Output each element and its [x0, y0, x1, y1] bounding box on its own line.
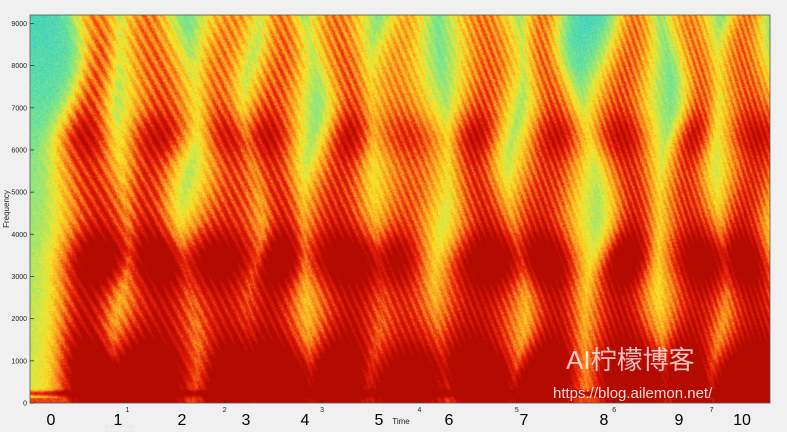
y-tick-label: 0	[23, 401, 27, 408]
spectrogram-raster	[30, 15, 770, 403]
x-tick-label: 2	[223, 407, 227, 414]
plot-frame	[29, 14, 771, 404]
digit-label: 3	[242, 412, 251, 429]
x-tick-label: 5	[515, 407, 519, 414]
y-tick-label: 6000	[11, 147, 27, 154]
x-tick-label: 3	[320, 407, 324, 414]
spectrogram-raster-container	[30, 15, 770, 403]
spectrogram-plot-area	[30, 15, 770, 403]
digit-label: 10	[733, 412, 751, 429]
y-tick-label: 5000	[11, 190, 27, 197]
watermark-title: AI柠檬博客	[566, 345, 695, 375]
y-axis-label: Frequency	[2, 190, 11, 228]
digit-label: 6	[445, 412, 454, 429]
y-axis-ticks: 0 1000 2000 3000 4000 5000 6000 7000 8000 9000	[11, 21, 34, 408]
x-tick-label: 4	[418, 407, 422, 414]
digit-label: 2	[178, 412, 187, 429]
y-tick-label: 8000	[11, 63, 27, 70]
x-tick-label: 1	[125, 407, 129, 414]
y-tick-label: 1000	[11, 358, 27, 365]
y-tick-label: 4000	[11, 232, 27, 239]
x-axis-ticks: 1 2 3 4 5 6 7	[125, 399, 714, 414]
x-axis-label: Time	[392, 417, 410, 426]
x-tick-label: 7	[710, 407, 714, 414]
corner-bracket	[105, 425, 133, 432]
digit-label: 5	[375, 412, 384, 429]
y-tick-label: 3000	[11, 274, 27, 281]
y-tick-label: 7000	[11, 105, 27, 112]
digit-label: 4	[301, 412, 310, 429]
y-tick-label: 2000	[11, 316, 27, 323]
digit-label: 8	[600, 412, 609, 429]
digit-label: 1	[114, 412, 123, 429]
digit-label: 7	[520, 412, 529, 429]
y-tick-label: 9000	[11, 21, 27, 28]
digit-label: 9	[675, 412, 684, 429]
watermark-url: https://blog.ailemon.net/	[553, 385, 713, 402]
digit-label: 0	[47, 412, 56, 429]
digit-segment-labels: 0 1 2 3 4 5 6 7 8 9 10	[47, 412, 751, 429]
x-tick-label: 6	[612, 407, 616, 414]
